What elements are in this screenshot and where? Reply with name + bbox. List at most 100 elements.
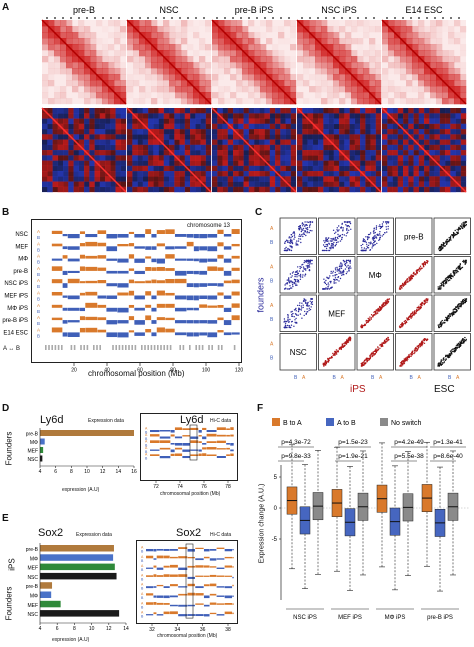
bar-label: MΦ	[30, 594, 38, 600]
bar-label: pre-B	[26, 547, 39, 553]
panel-d-expr-title: Expression data	[88, 418, 124, 424]
panel-b-row-label: MΦ iPS	[7, 306, 28, 312]
group-label: MΦ iPS	[385, 615, 406, 621]
panel-b-row-label: NSC iPS	[4, 281, 28, 287]
panel-b-row-label: pre-B iPS	[2, 318, 28, 324]
bar	[40, 447, 44, 453]
correlation-heatmap	[41, 107, 127, 193]
compartment-track	[51, 254, 240, 264]
hic-track	[146, 547, 234, 552]
switch-mark	[93, 345, 95, 350]
scatter-cell	[279, 256, 317, 294]
heatmap-tick	[264, 17, 266, 19]
hic-track	[150, 447, 234, 453]
switch-mark	[83, 345, 85, 350]
scatter-cell	[318, 256, 356, 294]
pvalue-bottom: p=8.6e-40	[433, 453, 463, 460]
panel-c-row-b: B	[270, 240, 274, 246]
heatmap-tick	[78, 17, 80, 19]
boxplot	[344, 466, 356, 591]
bar	[40, 563, 115, 571]
panel-b-row-label: pre-B	[13, 269, 28, 275]
heatmap-tick	[139, 17, 141, 19]
pvalue-top: p=1.5e-23	[338, 439, 368, 446]
panel-d-hic-xlabel: chromosomal position (Mb)	[160, 491, 221, 497]
hic-tick-label: 34	[175, 627, 181, 633]
panel-c-row-b: B	[270, 317, 274, 323]
hic-b-label: B	[145, 457, 148, 461]
heatmap-tick	[195, 17, 197, 19]
heatmap-tick	[232, 17, 234, 19]
hic-b-label: B	[141, 568, 144, 572]
scatter-cell	[395, 256, 433, 294]
heatmap-tick	[54, 17, 56, 19]
switch-mark	[118, 345, 121, 350]
bar-label: MEF	[27, 449, 38, 455]
bar-label: pre-B	[26, 584, 39, 590]
switch-mark	[208, 345, 210, 350]
panel-b-letter: B	[2, 207, 10, 218]
panel-b-a-label: A	[37, 303, 40, 308]
scatter-cell	[356, 333, 394, 371]
hic-track	[146, 574, 234, 579]
panel-b-chromosome-label: chromosome 13	[187, 223, 231, 229]
panel-b-xlabel: chromosomal position (Mb)	[88, 369, 185, 378]
panel-b-b-label: B	[37, 297, 40, 302]
hic-b-label: B	[141, 577, 144, 581]
panel-b-tick-label: 120	[235, 368, 244, 374]
panel-c-xlabel-ips: iPS	[350, 384, 366, 395]
boxplot	[357, 450, 369, 576]
panel-c-diag-label: NSC	[290, 348, 307, 357]
heatmap-tick	[357, 17, 359, 19]
bar-label: MEF	[27, 603, 38, 609]
panel-d-gene: Ly6d	[40, 414, 64, 426]
scatter-cell	[433, 256, 471, 294]
compartment-track	[51, 266, 240, 276]
heatmap-tick	[240, 17, 242, 19]
hic-heatmap	[41, 19, 127, 105]
panel-c-row-a: A	[270, 303, 274, 309]
heatmap-tick	[349, 17, 351, 19]
heatmap-tick	[317, 17, 319, 19]
heatmap-tick	[309, 17, 311, 19]
heatmap-tick	[325, 17, 327, 19]
compartment-track	[51, 302, 240, 313]
switch-mark	[121, 345, 124, 350]
switch-mark	[157, 345, 159, 350]
switch-mark	[233, 345, 236, 350]
heatmap-tick	[224, 17, 226, 19]
hic-a-label: A	[145, 440, 148, 444]
panel-c-row-a: A	[270, 342, 274, 348]
panel-c-row-b: B	[270, 279, 274, 285]
bar-label: MΦ	[30, 440, 38, 446]
heatmap-tick	[110, 17, 112, 19]
heatmap-tick	[373, 17, 375, 19]
hic-a-label: A	[141, 546, 144, 550]
x-tick-label: 6	[56, 626, 59, 632]
heatmap-tick	[46, 17, 48, 19]
heatmap-tick	[62, 17, 64, 19]
legend-swatch	[272, 418, 280, 426]
hic-a-label: A	[141, 555, 144, 559]
hic-heatmap	[126, 19, 212, 105]
pvalue-top: p=4.3e-72	[281, 439, 311, 446]
panel-c-diag-label: MEF	[328, 309, 345, 318]
heatmap-tick	[402, 17, 404, 19]
hic-tick-label: 72	[153, 484, 159, 490]
x-tick-label: 4	[39, 626, 42, 632]
heatmap-tick	[280, 17, 282, 19]
bar	[40, 582, 53, 589]
panel-b-a-label: A	[37, 291, 40, 296]
switch-mark	[73, 345, 76, 350]
x-tick-label: 4	[39, 469, 42, 475]
panel-d-hic-gene: Ly6d	[180, 414, 204, 426]
scatter-cell	[318, 333, 356, 371]
hic-a-label: A	[141, 601, 144, 605]
switch-mark	[160, 345, 162, 350]
heatmap-tick	[333, 17, 335, 19]
panel-b-a-label: A	[37, 278, 40, 283]
switch-mark	[131, 345, 133, 350]
heatmap-tick	[94, 17, 96, 19]
correlation-heatmap	[211, 107, 297, 193]
switch-mark	[221, 345, 223, 350]
